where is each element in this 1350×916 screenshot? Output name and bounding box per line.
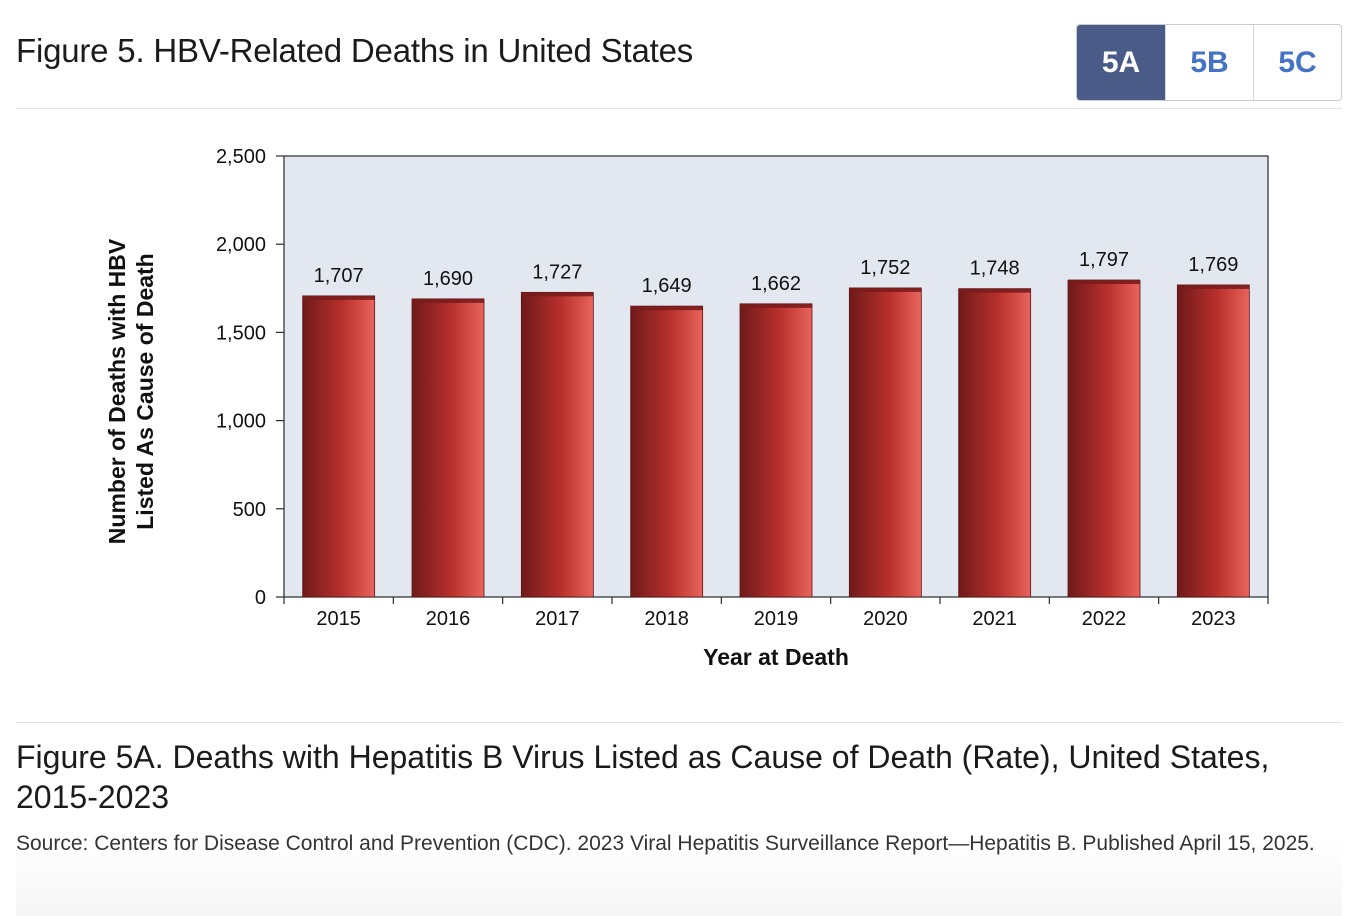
bar-2015 [302, 295, 376, 598]
y-tick-label: 500 [233, 499, 266, 521]
data-label-2023: 1,769 [1188, 254, 1238, 276]
x-tick-label-2022: 2022 [1082, 608, 1127, 630]
x-tick-label-2020: 2020 [863, 608, 908, 630]
x-tick-label-2018: 2018 [644, 608, 689, 630]
tab-5b[interactable]: 5B [1165, 25, 1253, 100]
bar-2018 [630, 305, 704, 598]
bar-2017 [520, 291, 594, 598]
figure-caption: Figure 5A. Deaths with Hepatitis B Virus… [16, 739, 1270, 815]
bar-top-2019 [740, 303, 812, 308]
data-label-2016: 1,690 [423, 268, 473, 290]
bar-top-2016 [412, 298, 484, 303]
bar-top-2017 [521, 292, 594, 297]
x-tick-label-2019: 2019 [754, 608, 799, 630]
bar-top-2015 [302, 295, 375, 300]
caption-area: Figure 5A. Deaths with Hepatitis B Virus… [16, 722, 1342, 916]
y-tick-label: 1,500 [216, 322, 266, 344]
data-label-2018: 1,649 [642, 275, 692, 297]
bar-2023 [1176, 284, 1250, 598]
data-label-2015: 1,707 [314, 265, 364, 287]
y-tick-label: 2,000 [216, 234, 266, 256]
chart: 0 500 1,000 1,500 2,000 2,500 1,707 2015 1,690 20… [0, 120, 1350, 710]
figure-header: Figure 5. HBV-Related Deaths in United S… [16, 20, 1342, 109]
x-axis-title: Year at Death [703, 644, 849, 670]
y-tick-label: 1,000 [216, 411, 266, 433]
bar-2022 [1067, 279, 1141, 598]
bar-2021 [958, 288, 1032, 598]
source-note: Source: Centers for Disease Control and … [16, 832, 1315, 855]
bar-top-2021 [958, 288, 1031, 293]
figure-title: Figure 5. HBV-Related Deaths in United S… [16, 32, 694, 69]
y-axis-title-line1: Number of Deaths with HBV [104, 238, 130, 544]
bar-top-2023 [1177, 284, 1250, 289]
tab-5c[interactable]: 5C [1253, 25, 1341, 100]
bar-chart-svg: 0 500 1,000 1,500 2,000 2,500 1,707 2015 1,690 20… [104, 146, 1269, 670]
bar-2016 [411, 298, 485, 598]
figure-tabs: 5A 5B 5C [1076, 24, 1342, 101]
data-label-2020: 1,752 [860, 257, 910, 279]
data-label-2017: 1,727 [532, 261, 582, 283]
x-tick-label-2023: 2023 [1191, 608, 1236, 630]
bar-top-2020 [849, 287, 922, 292]
x-tick-label-2017: 2017 [535, 608, 580, 630]
bar-2020 [848, 287, 922, 598]
bar-top-2022 [1068, 280, 1140, 285]
bar-top-2018 [630, 306, 703, 311]
data-label-2019: 1,662 [751, 273, 801, 295]
x-tick-label-2021: 2021 [972, 608, 1017, 630]
y-tick-label: 0 [255, 587, 266, 609]
data-label-2021: 1,748 [970, 258, 1020, 280]
x-tick-label-2016: 2016 [426, 608, 471, 630]
tab-5a[interactable]: 5A [1077, 25, 1165, 100]
x-tick-label-2015: 2015 [316, 608, 361, 630]
bar-2019 [739, 303, 813, 598]
y-tick-label: 2,500 [216, 146, 266, 168]
y-axis-title-line2: Listed As Cause of Death [132, 253, 158, 529]
data-label-2022: 1,797 [1079, 249, 1129, 271]
